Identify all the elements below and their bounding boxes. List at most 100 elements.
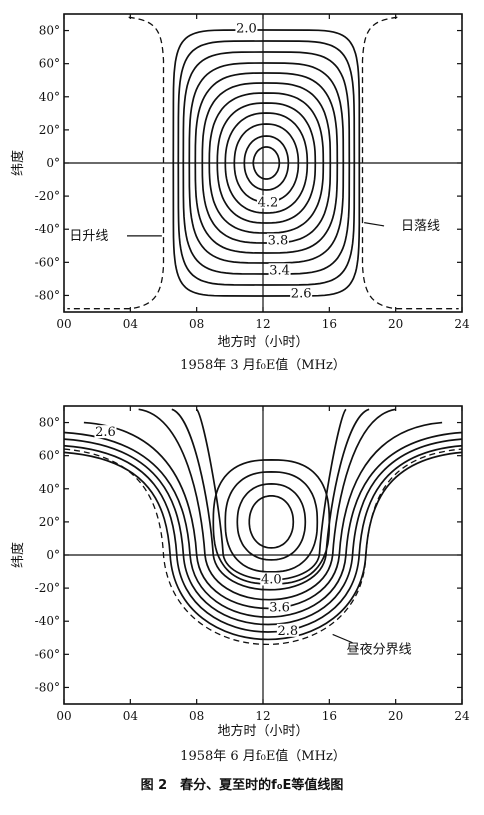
chart-2: 00 04 08 12 16 20 24 80° 60° 40° 20° 0° -20° -40° -60°… (10, 405, 470, 764)
contour-line (83, 421, 443, 610)
figure-caption: 图 2 春分、夏至时的f₀E等值线图 (141, 777, 344, 793)
contour-label: 2.8 (278, 624, 299, 639)
contour-line (63, 451, 463, 641)
contour-line (212, 459, 331, 585)
annotation-leader (332, 633, 353, 644)
x-tick-label: 00 (56, 317, 71, 331)
y-tick-label: 0° (46, 548, 60, 562)
x-tick-label: 24 (454, 709, 470, 723)
contour-line (201, 82, 332, 244)
y-tick-label: -60° (35, 255, 60, 269)
x-tick-label: 00 (56, 709, 71, 723)
contour-line (182, 51, 351, 275)
sunset-line (361, 16, 459, 310)
x-tick-label: 24 (454, 317, 470, 331)
contour-label: 4.0 (261, 572, 282, 587)
contour-label-bg (94, 425, 117, 439)
annotation-label: 昼夜分界线 (347, 642, 412, 657)
contour-label-bg (266, 233, 289, 247)
chart-2-ticks: 00 04 08 12 16 20 24 80° 60° 40° 20° 0° -20° -40° -60°… (35, 406, 470, 723)
chart-1-title: 1958年 3 月f₀E值（MHz） (180, 357, 346, 373)
chart-1-labels: 2.0 4.2 3.8 3.42.6 日升线 日落线 (69, 21, 440, 301)
contour-line (216, 102, 317, 224)
contour-label-bg (256, 195, 279, 209)
contour-label: 3.4 (269, 263, 290, 278)
annotation-label: 日落线 (401, 219, 440, 234)
x-tick-label: 20 (388, 317, 403, 331)
contour-label-bg (268, 600, 291, 614)
y-tick-label: 40° (39, 90, 60, 104)
y-tick-label: 0° (46, 156, 60, 170)
contour-label: 2.6 (291, 286, 312, 301)
x-tick-label: 12 (255, 317, 270, 331)
chart-1-contours (67, 16, 459, 310)
sunrise-line (67, 16, 165, 310)
chart-2-axes (64, 406, 462, 704)
x-tick-label: 12 (255, 709, 270, 723)
contour-line (63, 431, 463, 618)
contour-line (188, 62, 345, 264)
annotation-label: 日升线 (69, 229, 108, 244)
chart-1-ticks: 00 04 08 12 16 20 24 80° 60° 40° 20° 0° -20° -40° -60°… (35, 14, 470, 331)
terminator-line (63, 448, 463, 645)
contour-label: 3.6 (269, 601, 290, 616)
x-tick-label: 04 (123, 709, 139, 723)
chart-2-xlabel: 地方时（小时） (217, 723, 308, 739)
x-tick-label: 08 (189, 317, 204, 331)
contour-line (172, 29, 361, 297)
chart-1-axes (64, 14, 462, 312)
contour-line (177, 40, 356, 286)
contour-line (224, 112, 309, 214)
y-tick-label: -40° (35, 222, 60, 236)
contour-label-bg (260, 572, 283, 586)
y-tick-label: -20° (35, 189, 60, 203)
y-tick-label: 20° (39, 515, 60, 529)
contour-label-bg (276, 623, 299, 637)
contour-label: 2.6 (95, 425, 116, 440)
contour-label-bg (235, 21, 258, 35)
chart-2-title: 1958年 6 月f₀E值（MHz） (180, 748, 346, 764)
y-tick-label: -40° (35, 614, 60, 628)
contour-line (194, 72, 339, 254)
chart-1-xlabel: 地方时（小时） (217, 334, 308, 350)
y-tick-label: -80° (35, 680, 60, 694)
annotation-leader (364, 222, 385, 227)
contour-label: 3.8 (268, 233, 289, 248)
y-tick-label: 40° (39, 482, 60, 496)
y-tick-label: 60° (39, 449, 60, 463)
contour-label: 4.2 (258, 195, 279, 210)
y-tick-label: -80° (35, 288, 60, 302)
contour-line (63, 438, 463, 626)
contour-line (63, 444, 463, 633)
contour-label-bg (268, 263, 291, 277)
contour-line (243, 135, 290, 191)
contour-line (236, 483, 307, 561)
x-tick-label: 04 (123, 317, 139, 331)
contour-line (138, 408, 396, 601)
y-tick-label: -20° (35, 581, 60, 595)
chart-1: 00 04 08 12 16 20 24 80° 60° 40° 20° 0° -20° -40° -60°… (10, 13, 470, 373)
contour-line (248, 495, 295, 549)
contour-line (195, 408, 347, 581)
contour-line (233, 123, 300, 203)
y-tick-label: 60° (39, 57, 60, 71)
chart-2-labels: 2.6 4.0 3.6 2.8 昼夜分界线 (94, 425, 412, 657)
y-tick-label: 80° (39, 416, 60, 430)
y-tick-label: 80° (39, 24, 60, 38)
x-tick-label: 16 (322, 709, 337, 723)
contour-label-bg (290, 286, 313, 300)
chart-1-ylabel: 纬度 (10, 150, 26, 176)
contour-line (208, 92, 325, 234)
chart-2-contours (63, 408, 463, 645)
chart-2-ylabel: 纬度 (10, 542, 26, 568)
contour-label: 2.0 (236, 22, 257, 37)
x-tick-label: 16 (322, 317, 337, 331)
contour-line (252, 146, 281, 180)
contour-line (224, 471, 319, 573)
y-tick-label: 20° (39, 123, 60, 137)
contour-line (171, 408, 370, 591)
y-tick-label: -60° (35, 647, 60, 661)
x-tick-label: 08 (189, 709, 204, 723)
x-tick-label: 20 (388, 709, 403, 723)
